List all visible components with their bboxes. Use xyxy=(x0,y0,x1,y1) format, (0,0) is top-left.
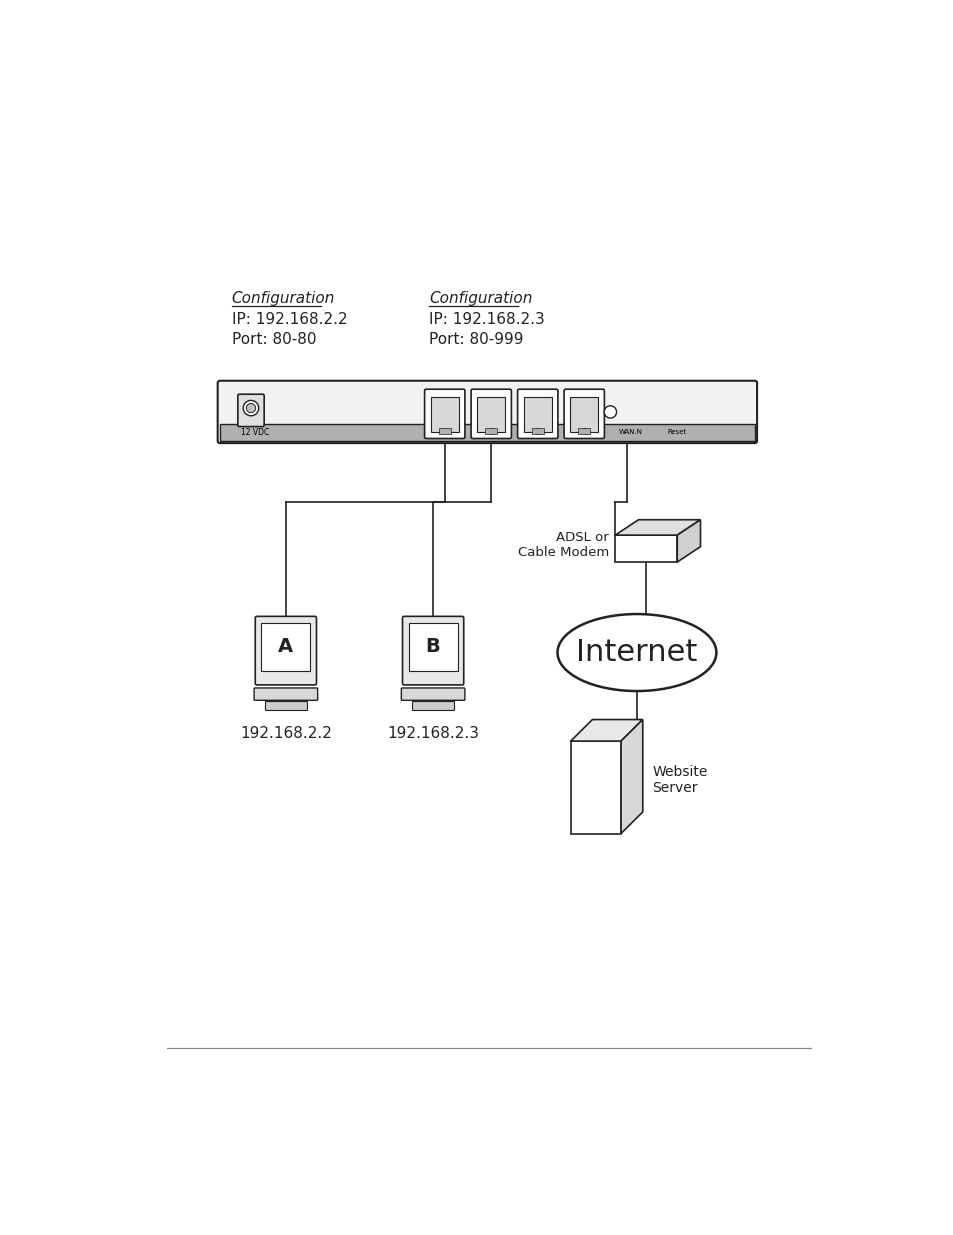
FancyBboxPatch shape xyxy=(253,688,317,700)
Bar xyxy=(578,427,590,433)
Bar xyxy=(531,427,543,433)
Text: 1: 1 xyxy=(581,427,586,437)
Text: A: A xyxy=(278,637,294,656)
FancyBboxPatch shape xyxy=(402,616,463,685)
Polygon shape xyxy=(570,741,620,834)
Ellipse shape xyxy=(557,614,716,692)
Bar xyxy=(412,701,454,710)
Text: 192.168.2.2: 192.168.2.2 xyxy=(240,726,332,741)
Text: ADSL or
Cable Modem: ADSL or Cable Modem xyxy=(517,531,608,558)
Circle shape xyxy=(603,406,616,419)
Bar xyxy=(431,396,458,432)
FancyBboxPatch shape xyxy=(255,616,316,685)
Circle shape xyxy=(246,404,255,412)
Bar xyxy=(220,424,754,441)
FancyBboxPatch shape xyxy=(401,688,464,700)
Text: IP: 192.168.2.3: IP: 192.168.2.3 xyxy=(429,311,544,326)
Text: 192.168.2.3: 192.168.2.3 xyxy=(387,726,478,741)
Text: Port: 80-999: Port: 80-999 xyxy=(429,332,523,347)
Text: WAN.N: WAN.N xyxy=(618,430,642,435)
Text: Configuration: Configuration xyxy=(232,291,335,306)
Text: Port: 80-80: Port: 80-80 xyxy=(232,332,315,347)
Polygon shape xyxy=(615,535,677,562)
Text: B: B xyxy=(425,637,440,656)
Text: Website
Server: Website Server xyxy=(652,764,707,794)
Bar xyxy=(523,396,551,432)
Text: Configuration: Configuration xyxy=(429,291,532,306)
Text: Internet: Internet xyxy=(576,638,697,667)
FancyBboxPatch shape xyxy=(217,380,757,443)
Text: Reset: Reset xyxy=(667,430,686,435)
Bar xyxy=(264,701,307,710)
Bar xyxy=(438,427,451,433)
Polygon shape xyxy=(677,520,700,562)
FancyBboxPatch shape xyxy=(517,389,558,438)
FancyBboxPatch shape xyxy=(563,389,604,438)
Polygon shape xyxy=(570,720,642,741)
Circle shape xyxy=(243,400,258,416)
Text: IP: 192.168.2.2: IP: 192.168.2.2 xyxy=(232,311,347,326)
Text: 4: 4 xyxy=(441,427,447,437)
Bar xyxy=(570,396,598,432)
Bar xyxy=(476,396,505,432)
FancyBboxPatch shape xyxy=(471,389,511,438)
FancyBboxPatch shape xyxy=(424,389,464,438)
Polygon shape xyxy=(620,720,642,834)
FancyBboxPatch shape xyxy=(237,394,264,426)
Bar xyxy=(484,427,497,433)
Text: 3: 3 xyxy=(488,427,494,437)
Polygon shape xyxy=(615,520,700,535)
Bar xyxy=(408,622,457,671)
Text: 12 VDC: 12 VDC xyxy=(240,427,269,437)
Bar xyxy=(261,622,310,671)
Text: 2: 2 xyxy=(535,427,539,437)
